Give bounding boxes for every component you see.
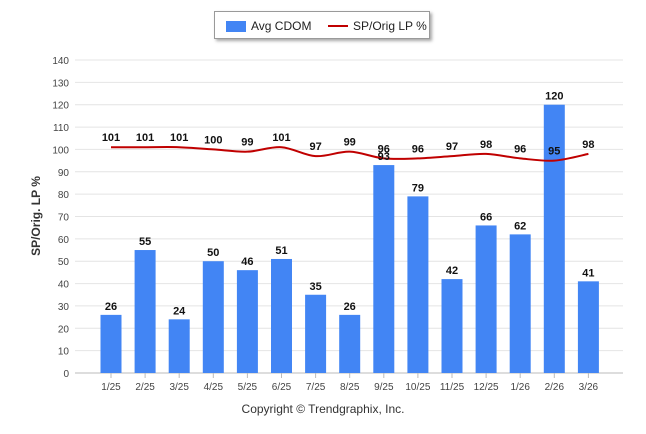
x-tick-label: 10/25 xyxy=(405,382,430,393)
bar xyxy=(509,234,531,373)
x-tick-label: 8/25 xyxy=(340,382,360,393)
x-tick-label: 5/25 xyxy=(238,382,258,393)
y-tick-label: 80 xyxy=(58,190,70,201)
bar xyxy=(202,261,224,373)
legend-label-splp: SP/Orig LP % xyxy=(353,19,427,33)
line-value-label: 101 xyxy=(170,132,188,144)
bar-series xyxy=(100,104,599,373)
line-value-label: 98 xyxy=(582,139,594,151)
x-tick-label: 4/25 xyxy=(204,382,224,393)
x-tick-label: 1/25 xyxy=(101,382,121,393)
line-value-label: 98 xyxy=(480,139,492,151)
line-value-label: 97 xyxy=(309,141,321,153)
x-tick-label: 1/26 xyxy=(510,382,530,393)
bar-value-label: 79 xyxy=(412,182,424,194)
line-value-label: 96 xyxy=(412,143,424,155)
bar-value-label: 66 xyxy=(480,211,492,223)
bar-value-label: 41 xyxy=(582,267,594,279)
bar xyxy=(577,281,599,373)
bar xyxy=(236,270,258,373)
x-tick-label: 12/25 xyxy=(474,382,499,393)
bar-value-label: 120 xyxy=(545,91,563,103)
bar xyxy=(441,279,463,373)
x-tick-label: 6/25 xyxy=(272,382,292,393)
bar xyxy=(305,294,327,373)
legend-swatch-line xyxy=(328,25,348,27)
bar-value-label: 24 xyxy=(173,305,186,317)
bar-value-label: 35 xyxy=(309,281,321,293)
bar-value-label: 42 xyxy=(446,265,458,277)
copyright-text: Copyright © Trendgraphix, Inc. xyxy=(241,402,405,416)
x-axis-ticks: 1/25 2/25 3/25 4/25 5/25 6/25 7/25 8/25 9/25 10/2… xyxy=(101,373,599,393)
line-value-label: 99 xyxy=(241,137,253,149)
x-tick-label: 2/25 xyxy=(135,382,155,393)
y-tick-label: 50 xyxy=(58,257,70,268)
y-tick-label: 30 xyxy=(58,302,70,313)
y-axis-ticks: 0 10 20 30 40 50 60 70 80 90 100 110 120 130 140 xyxy=(52,56,69,380)
bar-value-label: 26 xyxy=(105,301,117,313)
y-tick-label: 130 xyxy=(52,78,69,89)
line-value-label: 96 xyxy=(514,143,526,155)
x-tick-label: 3/26 xyxy=(579,382,599,393)
line-value-label: 100 xyxy=(204,134,222,146)
y-tick-label: 60 xyxy=(58,235,70,246)
line-series xyxy=(111,146,589,162)
x-tick-label: 2/26 xyxy=(545,382,565,393)
line-value-label: 97 xyxy=(446,141,458,153)
y-tick-label: 70 xyxy=(58,213,70,224)
y-tick-label: 140 xyxy=(52,56,69,67)
bar xyxy=(475,225,497,373)
y-tick-label: 0 xyxy=(63,369,69,380)
bar-value-label: 55 xyxy=(139,236,151,248)
bar-value-label: 62 xyxy=(514,220,526,232)
line-data-labels: 101 101 101 100 99 101 97 99 96 96 97 98 96 95 98 xyxy=(102,132,595,157)
y-tick-label: 20 xyxy=(58,324,70,335)
legend: Avg CDOM SP/Orig LP % xyxy=(214,11,430,39)
bar xyxy=(339,314,361,373)
x-tick-label: 11/25 xyxy=(440,382,465,393)
legend-swatch-bar xyxy=(226,20,246,32)
grid-lines xyxy=(75,59,623,374)
bar-value-label: 46 xyxy=(241,256,253,268)
bar xyxy=(134,250,156,373)
bar-value-label: 50 xyxy=(207,247,219,259)
y-axis-label: SP/Orig. LP % xyxy=(29,176,43,256)
legend-item-splp: SP/Orig LP % xyxy=(328,19,427,33)
line-value-label: 99 xyxy=(344,137,356,149)
x-tick-label: 7/25 xyxy=(306,382,326,393)
bar-value-label: 51 xyxy=(275,245,287,257)
y-tick-label: 120 xyxy=(52,101,69,112)
bar xyxy=(100,314,122,373)
bar xyxy=(543,104,565,373)
y-tick-label: 90 xyxy=(58,168,70,179)
sp-orig-lp-line xyxy=(111,146,589,162)
bar-data-labels: 26 55 24 50 46 51 35 26 93 79 42 66 62 120 41 xyxy=(105,91,595,318)
x-tick-label: 9/25 xyxy=(374,382,394,393)
bar xyxy=(407,196,429,373)
legend-label-cdom: Avg CDOM xyxy=(251,19,312,33)
legend-item-cdom: Avg CDOM xyxy=(226,19,311,33)
line-value-label: 101 xyxy=(136,132,154,144)
line-value-label: 101 xyxy=(102,132,120,144)
y-tick-label: 40 xyxy=(58,280,70,291)
y-tick-label: 100 xyxy=(52,145,69,156)
y-tick-label: 10 xyxy=(58,347,70,358)
line-value-label: 101 xyxy=(272,132,290,144)
bar xyxy=(373,165,395,373)
bar xyxy=(168,319,190,373)
bar-value-label: 93 xyxy=(378,151,390,163)
line-value-label: 95 xyxy=(548,146,560,158)
line-value-label: 96 xyxy=(378,143,390,155)
y-tick-label: 110 xyxy=(53,123,69,134)
bar xyxy=(271,258,292,373)
x-tick-label: 3/25 xyxy=(169,382,189,393)
bar-value-label: 26 xyxy=(344,301,356,313)
